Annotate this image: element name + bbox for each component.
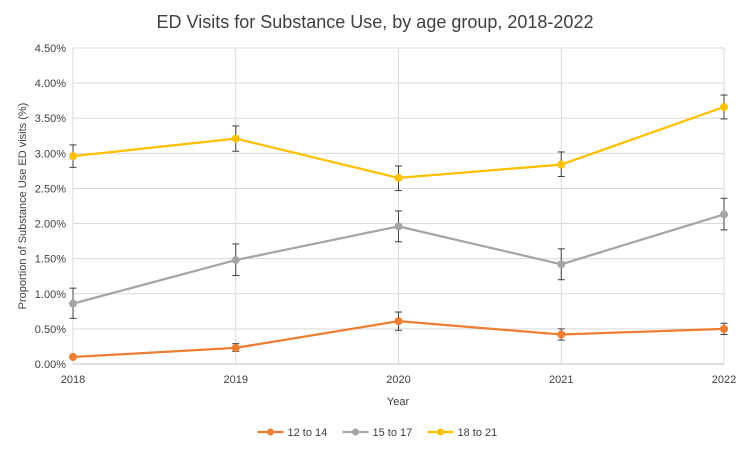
legend-swatch-marker: [437, 428, 444, 436]
x-axis-title: Year: [387, 396, 410, 408]
y-tick-label: 0.50%: [35, 324, 66, 336]
data-point: [231, 256, 240, 265]
tick-layer: 0.00% 0.50% 1.00% 1.50% 2.00% 2.50% 3.00% 3.50%…: [35, 43, 736, 386]
legend: 12 to 14 15 to 17 18 to 21: [257, 427, 498, 439]
y-tick-label: 4.00%: [35, 78, 66, 90]
legend-item: 18 to 21: [427, 427, 498, 439]
chart-title: ED Visits for Substance Use, by age grou…: [157, 12, 594, 32]
y-tick-label: 1.50%: [35, 254, 66, 266]
x-tick-label: 2018: [61, 374, 85, 386]
data-point: [720, 102, 728, 111]
legend-label: 18 to 21: [458, 427, 498, 439]
data-point: [231, 134, 240, 143]
legend-swatch-marker: [267, 428, 274, 436]
data-point: [69, 152, 77, 161]
data-point: [557, 260, 566, 269]
series-12-to-14: [69, 311, 728, 361]
x-tick-label: 2020: [386, 374, 410, 386]
data-point: [394, 222, 403, 231]
x-tick-label: 2019: [224, 374, 248, 386]
legend-label: 15 to 17: [373, 427, 413, 439]
y-tick-label: 2.50%: [35, 183, 66, 195]
y-tick-label: 3.50%: [35, 113, 66, 125]
y-tick-label: 1.00%: [35, 289, 66, 301]
x-tick-label: 2022: [712, 374, 736, 386]
y-tick-label: 4.50%: [35, 43, 66, 55]
y-tick-label: 2.00%: [35, 219, 66, 231]
y-axis-title: Proportion of Substance Use ED visits (%…: [17, 103, 29, 310]
data-point: [69, 299, 77, 308]
legend-item: 12 to 14: [257, 427, 328, 439]
x-tick-label: 2021: [549, 374, 573, 386]
y-tick-label: 0.00%: [35, 359, 66, 371]
data-point: [720, 324, 728, 333]
data-point: [69, 352, 77, 361]
data-point: [394, 173, 403, 182]
data-point: [394, 317, 403, 326]
data-point: [231, 343, 240, 352]
data-point: [557, 160, 566, 169]
series-18-to-21: [69, 94, 728, 192]
legend-item: 15 to 17: [342, 427, 413, 439]
series-15-to-17: [69, 197, 728, 319]
data-point: [720, 210, 728, 219]
series-layer: [69, 94, 728, 361]
legend-label: 12 to 14: [288, 427, 328, 439]
legend-swatch-marker: [352, 428, 359, 436]
y-tick-label: 3.00%: [35, 148, 66, 160]
data-point: [557, 330, 566, 339]
